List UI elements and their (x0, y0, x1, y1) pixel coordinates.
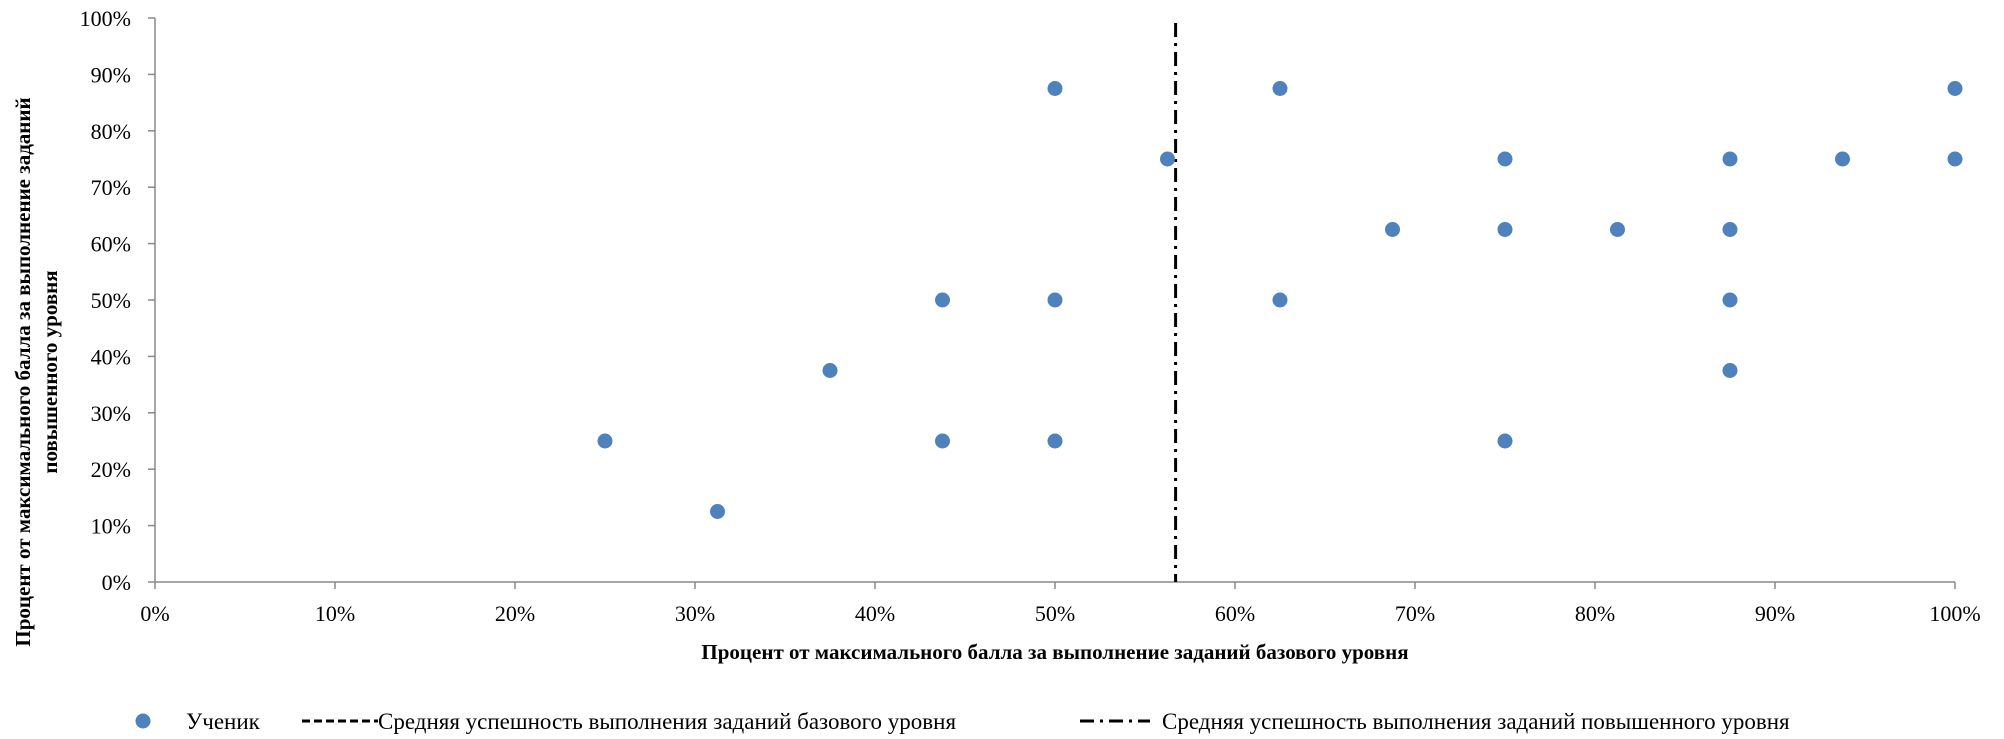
y-tick-label: 40% (91, 344, 131, 369)
data-point (1497, 433, 1513, 449)
y-tick-label: 0% (102, 570, 131, 595)
data-point (1047, 433, 1063, 449)
data-point (1722, 363, 1738, 378)
x-tick-label: 60% (1215, 601, 1255, 626)
x-tick-label: 10% (315, 601, 355, 626)
data-point (1272, 292, 1288, 308)
x-tick-label: 90% (1755, 601, 1795, 626)
y-tick-label: 50% (91, 288, 131, 313)
x-tick-label: 30% (675, 601, 715, 626)
x-tick-label: 70% (1395, 601, 1435, 626)
x-tick-label: 20% (495, 601, 535, 626)
y-axis-title-line-1: Процент от максимального балла за выполн… (11, 97, 35, 646)
y-tick-label: 90% (91, 62, 131, 87)
y-tick-label: 10% (91, 514, 131, 539)
x-axis-title: Процент от максимального балла за выполн… (701, 640, 1408, 664)
x-tick-label: 40% (855, 601, 895, 626)
data-point (710, 504, 725, 519)
legend-label-advanced-avg: Средняя успешность выполнения заданий по… (1162, 709, 1790, 734)
data-point (935, 433, 950, 449)
plot-area: 0% 10% 20% 30% 40% 50% 60% 70% 80% 90% 100% 0% 10% 2… (80, 6, 1981, 626)
data-point (822, 363, 838, 378)
y-axis-title-group: Процент от максимального балла за выполн… (11, 97, 62, 646)
data-point (1722, 292, 1738, 308)
data-point (1947, 151, 1963, 167)
legend-marker-student (135, 713, 151, 729)
legend: Ученик Средняя успешность выполнения зад… (135, 709, 1790, 734)
data-point (1272, 81, 1288, 96)
data-point (1947, 81, 1963, 96)
data-point (1835, 151, 1850, 167)
series-points (597, 81, 1963, 519)
data-point (1047, 292, 1063, 308)
y-tick-label: 60% (91, 232, 131, 257)
x-axis-ticks: 0% 10% 20% 30% 40% 50% 60% 70% 80% 90% 100% (140, 582, 1981, 626)
data-point (1722, 222, 1738, 237)
data-point (597, 433, 613, 449)
x-tick-label: 0% (140, 601, 169, 626)
y-tick-label: 80% (91, 119, 131, 144)
data-point (935, 292, 950, 308)
data-point (1497, 151, 1513, 167)
y-axis-title-line-2: повышенного уровня (38, 270, 62, 473)
data-point (1610, 222, 1625, 237)
data-point (1160, 151, 1175, 167)
legend-label-student: Ученик (186, 709, 261, 734)
y-tick-label: 30% (91, 401, 131, 426)
x-tick-label: 50% (1035, 601, 1075, 626)
y-tick-label: 20% (91, 457, 131, 482)
data-point (1497, 222, 1513, 237)
data-point (1047, 81, 1063, 96)
data-point (1385, 222, 1400, 237)
y-tick-label: 100% (80, 6, 131, 31)
y-axis-ticks: 0% 10% 20% 30% 40% 50% 60% 70% 80% 90% 100% (80, 6, 155, 595)
x-tick-label: 80% (1575, 601, 1615, 626)
y-tick-label: 70% (91, 175, 131, 200)
legend-label-base-avg: Средняя успешность выполнения заданий ба… (378, 709, 956, 734)
data-point (1722, 151, 1738, 167)
x-tick-label: 100% (1929, 601, 1980, 626)
